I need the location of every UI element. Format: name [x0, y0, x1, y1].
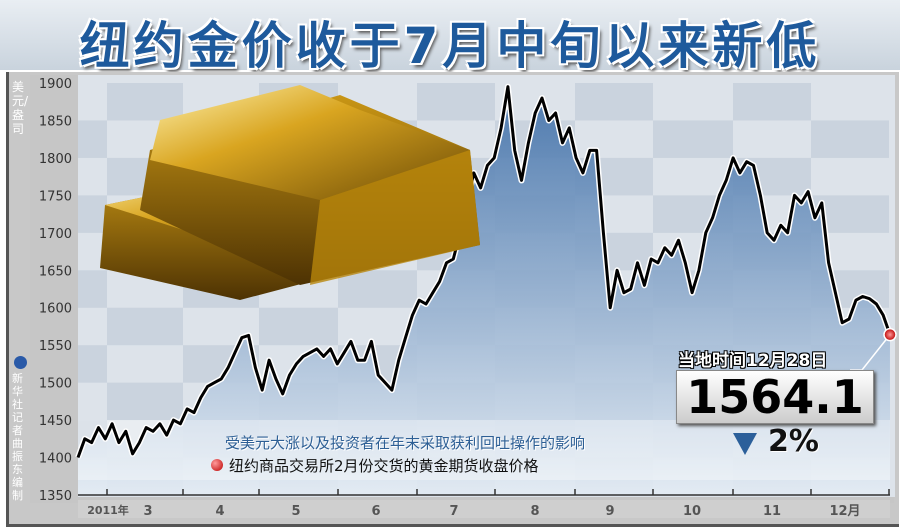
series-line: [76, 85, 892, 459]
credit: 新华社记者 曲振东 编制: [12, 372, 23, 502]
y-tick-label: 1800: [39, 152, 72, 167]
y-tick-label: 1400: [39, 452, 72, 467]
y-tick-label: 1650: [39, 264, 72, 279]
y-tick-label: 1450: [39, 414, 72, 429]
y-tick-label: 1750: [39, 189, 72, 204]
callout-date: 当地时间12月28日: [678, 351, 828, 371]
page-title: 纽约金价收于7月中旬以来新低: [79, 17, 821, 75]
y-tick-label: 1500: [39, 377, 72, 392]
y-tick-label: 1700: [39, 227, 72, 242]
callout-value: 1564.1: [686, 370, 864, 424]
month-label: 6: [371, 504, 380, 519]
month-label: 10: [683, 504, 701, 519]
month-label: 9: [605, 504, 614, 519]
y-axis-unit: 美元/盎司: [12, 80, 29, 136]
year-label: 2011年: [87, 503, 129, 517]
last-point-marker: [883, 327, 897, 342]
legend-marker-icon: [211, 459, 223, 471]
callout-value-box: 1564.1: [676, 370, 874, 424]
y-tick-label: 1550: [39, 339, 72, 354]
month-label: 8: [530, 504, 539, 519]
legend-label: 纽约商品交易所2月份交货的黄金期货收盘价格: [229, 457, 539, 475]
y-tick-label: 1900: [39, 77, 72, 92]
y-tick-label: 1350: [39, 489, 72, 504]
month-label: 7: [449, 504, 458, 519]
month-label: 12月: [829, 504, 860, 519]
month-label: 5: [291, 504, 300, 519]
month-label: 4: [215, 504, 224, 519]
month-label: 3: [143, 504, 152, 519]
gold-bars-image: [100, 85, 480, 300]
month-label: 11: [763, 504, 781, 519]
y-tick-label: 1850: [39, 114, 72, 129]
down-triangle-icon: [733, 433, 757, 455]
title-banner: 纽约金价收于7月中旬以来新低: [0, 0, 900, 75]
annotation-note: 受美元大涨以及投资者在年末采取获利回吐操作的影响: [225, 434, 586, 452]
change-value: 2%: [768, 424, 819, 459]
y-tick-label: 1600: [39, 302, 72, 317]
xinhua-logo-icon: [14, 356, 27, 369]
